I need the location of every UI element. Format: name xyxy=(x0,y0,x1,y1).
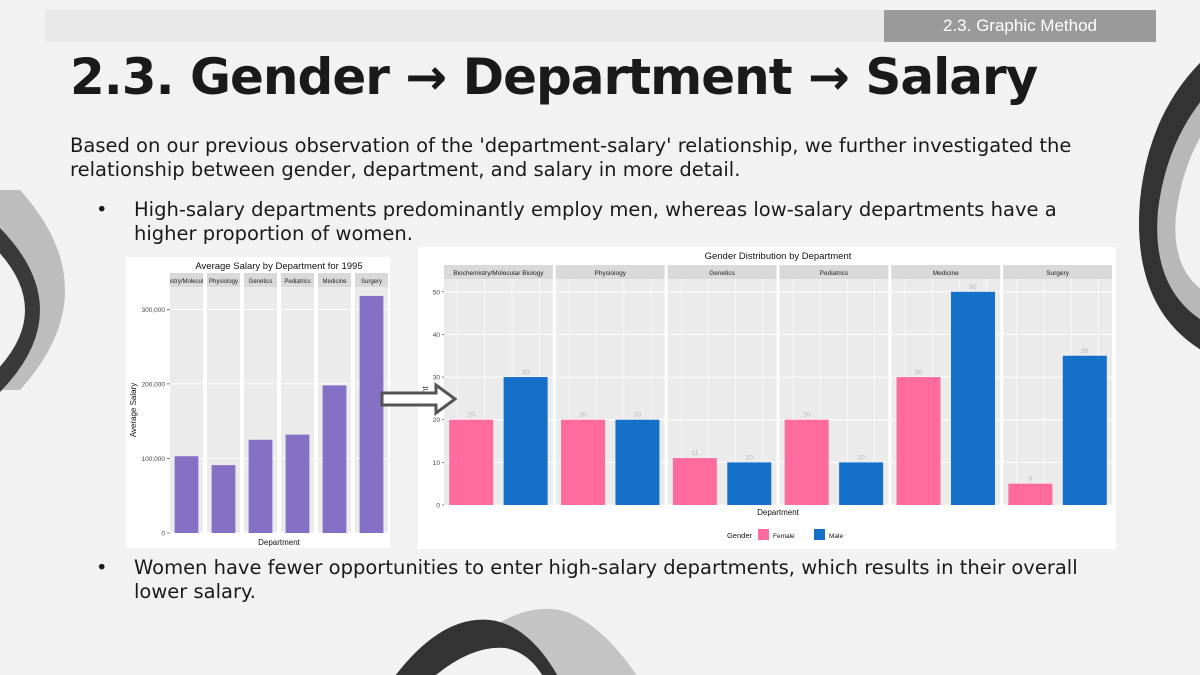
data-label: 20 xyxy=(468,412,476,419)
chart-title: Average Salary by Department for 1995 xyxy=(195,261,362,272)
data-label: 30 xyxy=(522,369,530,376)
data-label: 20 xyxy=(579,412,587,419)
facet-label: Physiology xyxy=(595,270,627,277)
facet-strip xyxy=(444,265,553,279)
bar-female xyxy=(896,377,941,505)
bullet-text: High-salary departments predominantly em… xyxy=(134,198,1057,245)
facet-label: Surgery xyxy=(361,279,382,285)
facet-strip xyxy=(555,265,665,279)
y-axis-label: unt xyxy=(421,386,430,398)
facet-label: Medicine xyxy=(322,279,347,285)
facet-label: Biochemistry/Molecular Biology xyxy=(453,270,544,277)
y-tick-label: 40 xyxy=(433,332,441,339)
y-tick-label: 200,000 xyxy=(142,381,166,388)
facet-strip xyxy=(667,265,777,279)
bar xyxy=(322,385,347,533)
facet-label: Genetics xyxy=(709,270,735,277)
y-tick-label: 30 xyxy=(433,375,441,382)
facet-strip xyxy=(1003,265,1112,279)
bar-male xyxy=(950,291,995,505)
bar-male xyxy=(503,377,548,505)
bar-female xyxy=(449,419,494,505)
data-label: 30 xyxy=(915,369,923,376)
bar xyxy=(174,456,199,533)
bar-male xyxy=(615,419,660,505)
facet-label: Genetics xyxy=(249,279,273,285)
facet-label: Pediatrics xyxy=(284,279,310,285)
data-label: 5 xyxy=(1029,476,1033,483)
y-tick-label: 0 xyxy=(161,531,165,538)
y-tick-label: 10 xyxy=(433,460,441,467)
facet-strip xyxy=(355,273,388,287)
facet-strip xyxy=(207,273,240,287)
legend-swatch-female xyxy=(758,529,769,540)
gender-chart: Gender Distribution by Department Biochem… xyxy=(418,247,1116,549)
bar-male xyxy=(727,462,772,505)
bar-female xyxy=(784,419,829,505)
bar-male xyxy=(1062,355,1107,505)
data-label: 50 xyxy=(969,284,977,291)
section-tag: 2.3. Graphic Method xyxy=(884,10,1156,42)
bullet-glyph: • xyxy=(96,198,108,221)
data-label: 10 xyxy=(858,454,866,461)
legend-swatch-male xyxy=(814,529,825,540)
facet-label: Physiology xyxy=(209,279,238,285)
y-tick-label: 0 xyxy=(436,503,440,510)
legend-label: Male xyxy=(829,533,843,540)
data-label: 35 xyxy=(1081,348,1089,355)
legend-title: Gender xyxy=(727,531,753,540)
facet-label: Medicine xyxy=(933,270,959,277)
facet-strip xyxy=(891,265,1001,279)
y-tick-label: 100,000 xyxy=(142,456,166,463)
y-tick-label: 300,000 xyxy=(142,307,166,314)
slide-title: 2.3. Gender → Department → Salary xyxy=(70,48,1038,106)
bullet-glyph: • xyxy=(96,556,108,579)
y-tick-label: 50 xyxy=(433,289,441,296)
salary-chart-svg: Average Salary by Department for 1995 ist… xyxy=(129,261,388,547)
bar xyxy=(211,465,236,533)
bullet-text: Women have fewer opportunities to enter … xyxy=(134,556,1078,603)
left-curve-white xyxy=(0,253,25,367)
y-axis-label: Average Salary xyxy=(129,383,138,438)
data-label: 20 xyxy=(634,412,642,419)
bar-female xyxy=(1008,483,1053,505)
bar-female xyxy=(672,458,717,505)
right-curve-inner xyxy=(1175,138,1200,289)
intro-paragraph: Based on our previous observation of the… xyxy=(70,134,1072,181)
data-label: 11 xyxy=(692,450,699,457)
data-label: 20 xyxy=(803,412,811,419)
bottom-curve-inner xyxy=(436,647,543,675)
chart-title: Gender Distribution by Department xyxy=(705,251,852,262)
facet-strip xyxy=(244,273,277,287)
bar xyxy=(285,434,310,533)
facet-label: Pediatrics xyxy=(820,270,849,277)
gender-chart-svg: Gender Distribution by Department Biochem… xyxy=(421,251,1112,540)
header-bar xyxy=(45,10,885,42)
bar-male xyxy=(839,462,884,505)
x-axis-label: Department xyxy=(258,538,301,547)
facet-label: istry/Molecul xyxy=(170,279,203,285)
x-axis-label: Department xyxy=(757,508,800,517)
bar xyxy=(359,295,384,533)
facet-strip xyxy=(779,265,889,279)
data-label: 10 xyxy=(746,454,754,461)
facet-strip xyxy=(281,273,314,287)
salary-chart: Average Salary by Department for 1995 ist… xyxy=(126,257,390,548)
y-tick-label: 20 xyxy=(433,417,441,424)
bar xyxy=(248,439,273,533)
facet-label: Surgery xyxy=(1046,270,1070,277)
facet-strip xyxy=(318,273,351,287)
legend-label: Female xyxy=(773,533,795,540)
facet-strip xyxy=(170,273,203,287)
bar-female xyxy=(561,419,606,505)
